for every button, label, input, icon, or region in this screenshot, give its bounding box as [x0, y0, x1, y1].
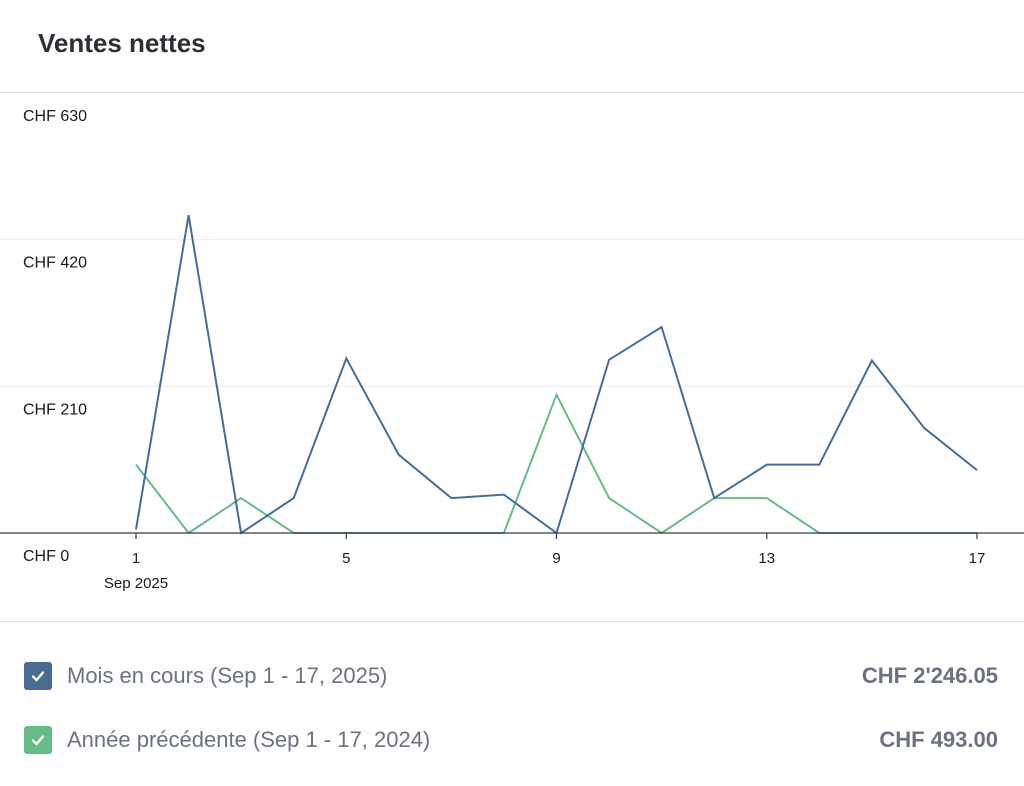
legend-item-current-month[interactable]: Mois en cours (Sep 1 - 17, 2025) CHF 2'2… [0, 657, 1024, 697]
previous-year-total: CHF 493.00 [879, 727, 998, 752]
y-tick-label: CHF 0 [23, 548, 69, 565]
x-tick-label: 13 [758, 550, 775, 567]
axis-layer: CHF 0 CHF 210 CHF 420 CHF 630 1 5 9 13 17 Sep 202… [0, 108, 1024, 592]
series-layer [135, 215, 978, 535]
checkmark-icon [31, 735, 45, 746]
grid-layer [0, 239, 1024, 387]
previous-year-line [135, 392, 977, 535]
current-month-total: CHF 2'246.05 [861, 663, 998, 688]
previous-year-label: Année précédente (Sep 1 - 17, 2024) [67, 727, 431, 752]
card-title: Ventes nettes [38, 28, 206, 58]
current-month-checkbox[interactable] [24, 662, 52, 690]
x-axis-sublabel: Sep 2025 [104, 575, 168, 592]
x-tick-label: 5 [342, 550, 350, 567]
x-tick-label: 9 [552, 550, 560, 567]
y-tick-label: CHF 630 [23, 108, 87, 125]
legend-divider [0, 621, 1024, 622]
y-tick-label: CHF 210 [23, 401, 87, 418]
legend-item-previous-year[interactable]: Année précédente (Sep 1 - 17, 2024) CHF … [0, 721, 1024, 761]
header-divider [0, 92, 1024, 93]
net-sales-chart: CHF 0 CHF 210 CHF 420 CHF 630 1 5 9 13 17 Sep 202… [0, 108, 1024, 592]
current-month-label: Mois en cours (Sep 1 - 17, 2025) [67, 663, 388, 688]
current-month-line [135, 215, 978, 535]
previous-year-checkbox[interactable] [24, 726, 52, 754]
checkmark-icon [31, 671, 45, 682]
y-tick-label: CHF 420 [23, 255, 87, 272]
x-tick-label: 17 [969, 550, 986, 567]
x-tick-label: 1 [132, 550, 140, 567]
